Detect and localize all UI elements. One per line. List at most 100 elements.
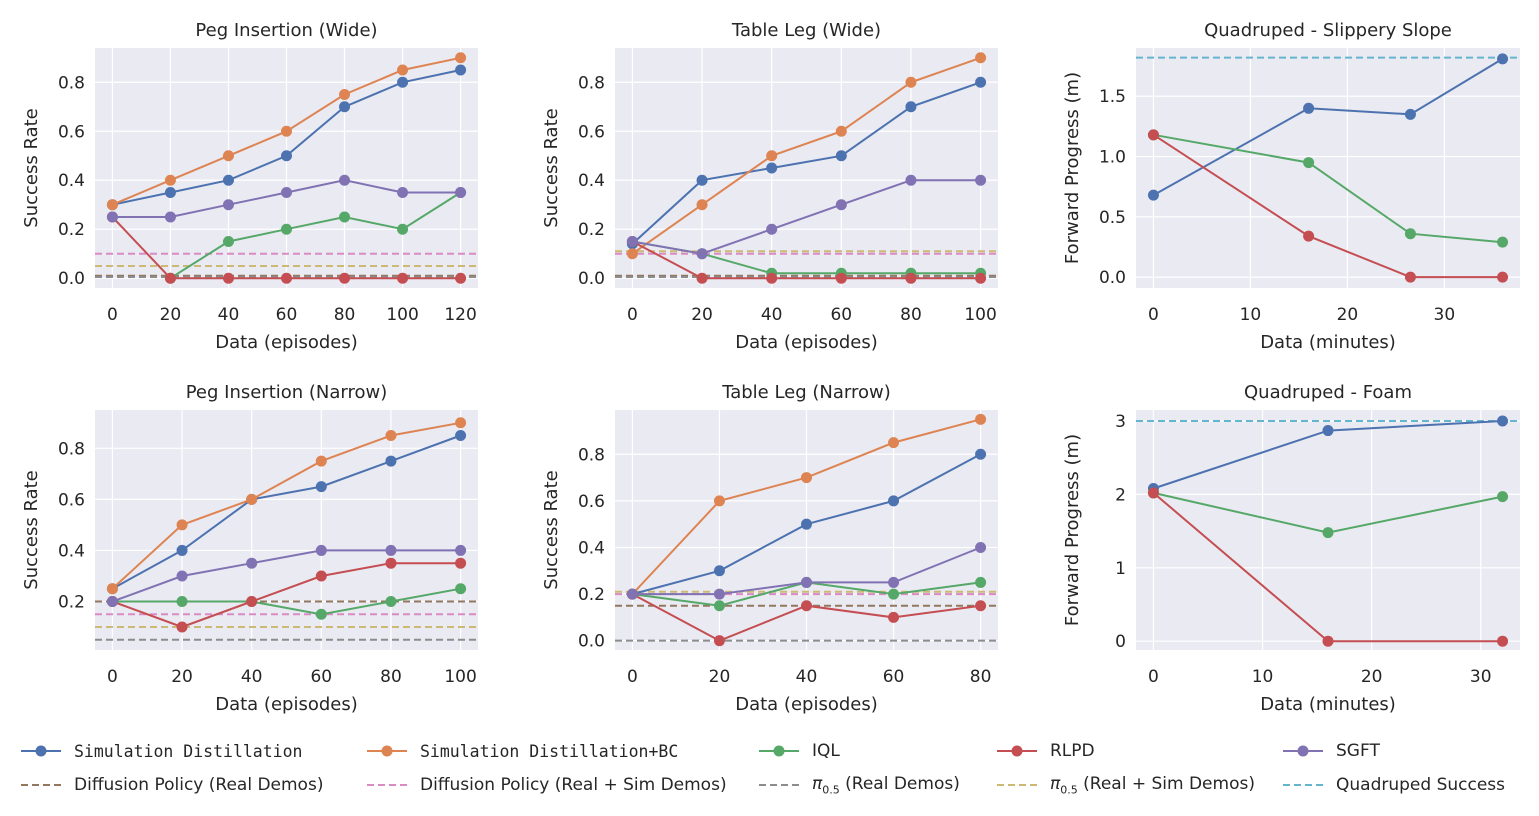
data-point-rlpd xyxy=(713,635,725,647)
data-point-simulation-distillation xyxy=(713,565,725,577)
series-line-simulation-distillation xyxy=(111,434,461,590)
data-point-simulation-distillation-bc xyxy=(975,52,987,64)
data-point-simulation-distillation-bc xyxy=(696,199,708,211)
y-axis-label: Forward Progress (m) xyxy=(1062,72,1083,264)
data-point-simulation-distillation-bc xyxy=(339,89,351,101)
data-point-rlpd xyxy=(315,570,327,582)
data-point-sgft xyxy=(888,576,900,588)
data-point-rlpd xyxy=(176,621,188,633)
y-tick-label: 0.0 xyxy=(578,632,605,652)
y-tick-label: 0.6 xyxy=(58,122,85,142)
data-point-simulation-distillation xyxy=(397,76,409,88)
x-tick-label: 40 xyxy=(218,305,240,325)
data-point-rlpd xyxy=(1497,635,1509,647)
x-tick-label: 100 xyxy=(964,305,996,325)
data-point-sgft xyxy=(975,541,987,553)
chart-panel-quadruped-slippery-slope: 0 10 20 30 0.0 0.5 1.0 1.5 Quadruped - Slippery … xyxy=(1062,20,1520,353)
y-tick-label: 1.0 xyxy=(1099,148,1126,168)
x-tick-label: 80 xyxy=(970,667,992,687)
legend-label: Simulation Distillation xyxy=(74,741,303,761)
legend-swatch-diffusion-policy-real xyxy=(21,784,61,786)
x-tick-label: 0 xyxy=(107,667,118,687)
data-point-rlpd xyxy=(975,600,987,612)
data-point-sgft xyxy=(713,588,725,600)
y-tick-label: 0.4 xyxy=(58,171,85,191)
x-tick-label: 100 xyxy=(444,667,476,687)
y-tick-label: 1 xyxy=(1115,559,1126,579)
x-tick-label: 20 xyxy=(160,305,182,325)
data-point-iql xyxy=(1497,491,1509,503)
x-tick-label: 40 xyxy=(796,667,818,687)
x-tick-label: 40 xyxy=(241,667,263,687)
data-point-iql xyxy=(397,223,409,235)
data-point-rlpd xyxy=(1147,129,1159,141)
data-point-simulation-distillation xyxy=(766,162,778,174)
x-tick-label: 0 xyxy=(627,305,638,325)
y-tick-label: 1.5 xyxy=(1099,87,1126,107)
data-point-sgft xyxy=(106,595,118,607)
data-point-rlpd xyxy=(385,557,397,569)
legend-swatch-rlpd xyxy=(997,745,1037,757)
y-tick-label: 0.8 xyxy=(578,445,605,465)
data-point-sgft xyxy=(975,174,987,186)
x-axis-label: Data (episodes) xyxy=(215,332,358,353)
series-line-simulation-distillation xyxy=(1153,58,1504,196)
data-point-simulation-distillation xyxy=(888,495,900,507)
y-axis-label: Success Rate xyxy=(541,108,562,227)
legend-swatch-simulation-distillation xyxy=(21,745,61,757)
data-point-simulation-distillation xyxy=(222,174,234,186)
legend-item-pi05-real-sim: π0.5 (Real + Sim Demos) xyxy=(996,774,1255,796)
x-tick-label: 30 xyxy=(1434,305,1456,325)
legend-item-quadruped-success: Quadruped Success xyxy=(1282,774,1505,796)
data-point-rlpd xyxy=(1147,487,1159,499)
data-point-iql xyxy=(1303,157,1315,169)
x-tick-label: 10 xyxy=(1240,305,1262,325)
data-point-simulation-distillation xyxy=(975,76,987,88)
chart-title: Quadruped - Foam xyxy=(1244,382,1412,403)
series-line-simulation-distillation-bc xyxy=(111,421,461,590)
series-line-simulation-distillation-bc xyxy=(631,56,981,255)
data-point-iql xyxy=(1404,228,1416,240)
data-point-simulation-distillation xyxy=(801,518,812,530)
data-point-rlpd xyxy=(397,272,409,284)
x-tick-label: 40 xyxy=(761,305,783,325)
series-line-iql xyxy=(1153,133,1503,244)
data-point-iql xyxy=(176,595,188,607)
data-point-simulation-distillation xyxy=(281,150,292,162)
data-point-simulation-distillation-bc xyxy=(222,150,234,162)
y-tick-label: 2 xyxy=(1115,485,1126,505)
data-point-simulation-distillation xyxy=(455,64,467,76)
data-point-simulation-distillation-bc xyxy=(106,199,118,211)
data-point-simulation-distillation-bc xyxy=(455,417,467,429)
y-tick-label: 0.6 xyxy=(578,122,605,142)
data-point-simulation-distillation-bc xyxy=(626,248,638,260)
x-tick-label: 60 xyxy=(276,305,298,325)
data-point-simulation-distillation-bc xyxy=(713,495,725,507)
chart-panel-table-leg-wide: 0 20 40 60 80 100 0.0 0.2 0.4 0.6 0.8 Table Leg (Wi… xyxy=(541,20,998,353)
data-point-simulation-distillation-bc xyxy=(801,472,812,484)
data-point-sgft xyxy=(315,544,327,556)
x-axis-label: Data (minutes) xyxy=(1260,332,1396,353)
legend-label: Quadruped Success xyxy=(1336,775,1506,795)
data-point-rlpd xyxy=(1404,271,1416,283)
data-point-rlpd xyxy=(246,595,258,607)
series-line-rlpd xyxy=(112,562,461,629)
y-tick-label: 0.2 xyxy=(58,592,85,612)
data-point-rlpd xyxy=(1497,271,1509,283)
data-point-sgft xyxy=(176,570,188,582)
data-point-sgft xyxy=(455,544,467,556)
x-tick-label: 0 xyxy=(1148,667,1159,687)
data-point-rlpd xyxy=(888,611,900,623)
y-tick-label: 0.6 xyxy=(58,490,85,510)
x-tick-label: 20 xyxy=(709,667,731,687)
y-axis-label: Success Rate xyxy=(541,470,562,589)
legend-swatch-sgft xyxy=(1283,745,1323,757)
y-tick-label: 0.6 xyxy=(578,492,605,512)
y-axis-label: Success Rate xyxy=(21,108,42,227)
data-point-simulation-distillation xyxy=(1322,425,1334,437)
data-point-iql xyxy=(222,235,234,247)
legend-label: Diffusion Policy (Real Demos) xyxy=(74,775,324,795)
data-point-sgft xyxy=(106,211,118,223)
x-tick-label: 60 xyxy=(830,305,852,325)
data-point-sgft xyxy=(455,186,467,198)
